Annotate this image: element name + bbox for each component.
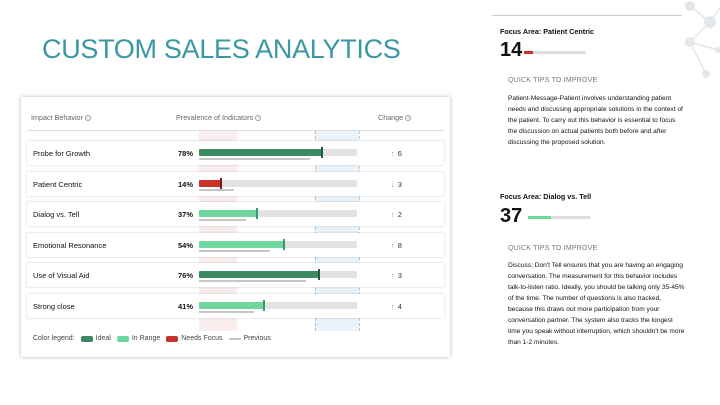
prevalence-bar: [199, 210, 257, 217]
change-number: 3: [397, 271, 402, 280]
info-icon[interactable]: i: [84, 115, 91, 121]
score-fill: [524, 51, 533, 54]
header-change: Change i: [378, 113, 412, 122]
arrow-down-icon: ↓: [391, 179, 395, 189]
arrow-up-icon: ↑: [391, 301, 395, 311]
table-row[interactable]: Emotional Resonance 54% ↑ 8: [27, 232, 444, 257]
quick-tips-heading: QUICK TIPS TO IMPROVE: [508, 245, 598, 252]
change-number: 8: [397, 240, 402, 250]
legend-swatch-needs-focus: [166, 335, 179, 342]
previous-bar: [199, 280, 306, 282]
header-divider: [27, 130, 444, 131]
behavior-label: Strong close: [33, 301, 75, 311]
arrow-up-icon: ↑: [391, 271, 395, 280]
legend-label: Previous: [243, 335, 271, 342]
behavior-label: Probe for Growth: [33, 149, 91, 158]
change-number: 3: [397, 179, 402, 189]
prevalence-track: [199, 179, 357, 187]
prevalence-marker: [263, 299, 265, 311]
focus-area-label: Focus Area: Patient Centric: [500, 27, 594, 36]
prevalence-percent: 78%: [177, 149, 193, 158]
previous-bar: [199, 158, 310, 160]
behavior-label: Dialog vs. Tell: [33, 210, 80, 219]
prevalence-marker: [318, 269, 320, 280]
table-row[interactable]: Patient Centric 14% ↓ 3: [27, 171, 444, 196]
prevalence-bar: [199, 179, 221, 187]
score-track: [528, 216, 590, 219]
behavior-label: Use of Visual Aid: [33, 271, 90, 280]
change-number: 4: [397, 301, 402, 311]
previous-bar: [199, 249, 270, 252]
prevalence-track: [199, 301, 357, 309]
prevalence-marker: [256, 208, 258, 219]
arrow-up-icon: ↑: [391, 210, 395, 219]
previous-bar: [199, 310, 254, 313]
legend-swatch-ideal: [80, 335, 93, 342]
table-row[interactable]: Strong close 41% ↑ 4: [27, 293, 444, 318]
change-value: ↑ 6: [391, 149, 402, 158]
previous-bar: [199, 188, 234, 191]
quick-tips-text: Discuss; Don't Tell ensures that you are…: [508, 262, 685, 346]
table-row[interactable]: Dialog vs. Tell 37% ↑ 2: [27, 202, 444, 226]
legend-title: Color legend:: [33, 335, 75, 342]
change-value: ↓ 3: [391, 180, 402, 189]
color-legend: Color legend: Ideal In Range Needs Focus Pr…: [33, 335, 271, 342]
legend-label: Needs Focus: [181, 335, 223, 342]
legend-swatch-in-range: [116, 335, 129, 342]
behavior-label: Patient Centric: [33, 179, 83, 189]
behavior-label: Emotional Resonance: [33, 240, 107, 250]
legend-label: In Range: [131, 335, 161, 342]
panel-top-divider: [492, 15, 682, 16]
arrow-up-icon: ↑: [391, 149, 395, 158]
ideal-zone-start-line: [315, 131, 316, 331]
info-icon[interactable]: i: [405, 115, 412, 121]
change-value: ↑ 4: [391, 302, 402, 311]
quick-tips-text: Patient-Message-Patient involves underst…: [508, 95, 683, 146]
change-number: 6: [397, 149, 402, 158]
change-value: ↑ 3: [391, 271, 402, 280]
legend-swatch-previous: [228, 337, 241, 340]
focus-area-label: Focus Area: Dialog vs. Tell: [500, 192, 592, 201]
previous-bar: [199, 219, 246, 221]
prevalence-percent: 54%: [177, 240, 193, 250]
prevalence-bar: [199, 240, 284, 248]
prevalence-percent: 41%: [177, 301, 193, 311]
prevalence-marker: [220, 177, 222, 189]
ideal-zone-end-line: [359, 131, 360, 331]
impact-behavior-table: Impact Behavior i Prevalence of Indicator…: [21, 97, 450, 357]
prevalence-track: [199, 210, 357, 217]
change-number: 2: [397, 210, 402, 219]
header-impact-behavior: Impact Behavior i: [31, 113, 91, 122]
change-value: ↑ 2: [391, 210, 402, 219]
table-row[interactable]: Use of Visual Aid 76% ↑ 3: [27, 263, 444, 287]
score-fill: [528, 216, 551, 219]
quick-tips-heading: QUICK TIPS TO IMPROVE: [508, 77, 598, 84]
prevalence-percent: 37%: [177, 210, 193, 219]
info-icon[interactable]: i: [255, 115, 262, 121]
prevalence-marker: [283, 238, 285, 250]
focus-score: 14: [500, 39, 523, 61]
change-value: ↑ 8: [391, 241, 402, 250]
prevalence-percent: 14%: [177, 179, 193, 189]
prevalence-percent: 76%: [177, 271, 193, 280]
header-prevalence: Prevalence of Indicators i: [176, 113, 262, 122]
legend-label: Ideal: [95, 335, 111, 342]
score-track: [524, 51, 586, 54]
focus-panel: Focus Area: Patient Centric 14 QUICK TIP…: [492, 0, 720, 405]
prevalence-bar: [199, 271, 319, 278]
page-title: CUSTOM SALES ANALYTICS: [42, 34, 401, 64]
table-row[interactable]: Probe for Growth 78% ↑ 6: [27, 141, 444, 165]
arrow-up-icon: ↑: [391, 240, 395, 250]
network-decoration-icon: [685, 1, 720, 78]
prevalence-marker: [321, 147, 323, 158]
prevalence-bar: [199, 301, 264, 309]
prevalence-bar: [199, 149, 322, 156]
focus-score: 37: [500, 205, 523, 227]
